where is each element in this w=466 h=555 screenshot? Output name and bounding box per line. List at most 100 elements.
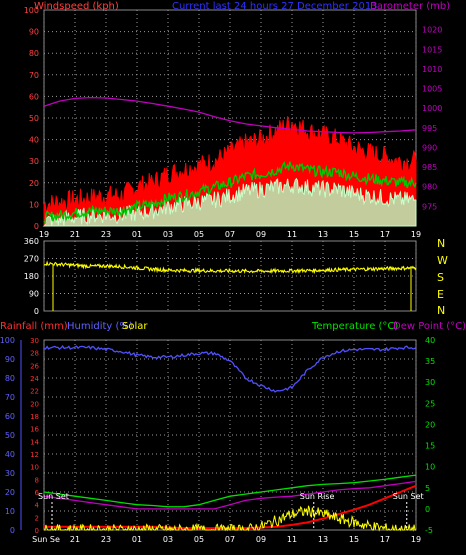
climate-x-tick-label: 01: [132, 535, 142, 544]
climate-x-tick-label: 23: [101, 535, 111, 544]
wind-y-tick-label: 30: [29, 157, 39, 166]
sun-annotation: Sun Rise: [300, 492, 335, 501]
climate-x-tick-label: 03: [163, 535, 173, 544]
climate-x-tick-label: 13: [318, 535, 328, 544]
barometer-y-tick-label: 1005: [422, 85, 442, 94]
barometer-y-tick-label: 980: [422, 183, 437, 192]
direction-y-tick-label: 90: [29, 290, 39, 299]
rain-y-tick-label: 2: [35, 514, 39, 522]
humidity-y-tick-label: 90: [5, 355, 15, 364]
direction-y-tick-label: 180: [24, 272, 39, 281]
rain-y-tick-label: 16: [30, 426, 39, 434]
humidity-y-tick-label: 60: [5, 412, 15, 421]
wind-y-tick-label: 100: [24, 6, 39, 15]
wind-x-tick-label: 19: [39, 230, 49, 239]
barometer-y-tick-label: 985: [422, 163, 437, 172]
temperature-y-tick-label: 30: [425, 378, 435, 387]
rain-y-tick-label: 18: [30, 413, 39, 421]
dewpoint-series: [43, 480, 417, 510]
climate-panel-axes: 0102030405060708090100024681012141618202…: [0, 336, 435, 544]
wind-x-tick-label: 07: [225, 230, 235, 239]
barometer-y-tick-label: 1015: [422, 45, 442, 54]
rain-y-tick-label: 8: [35, 476, 39, 484]
wind-x-tick-label: 21: [70, 230, 80, 239]
rain-y-tick-label: 14: [30, 438, 39, 446]
temperature-y-tick-label: 15: [425, 442, 435, 451]
wind-x-tick-label: 19: [411, 230, 421, 239]
barometer-y-tick-label: 1000: [422, 104, 442, 113]
humidity-y-tick-label: 40: [5, 450, 15, 459]
climate-x-tick-label: 11: [287, 535, 297, 544]
direction-y-tick-label: 270: [24, 255, 39, 264]
climate-x-tick-label: 07: [225, 535, 235, 544]
sun-annotation: Sun Set: [393, 492, 424, 501]
barometer-y-tick-label: 995: [422, 124, 437, 133]
temperature-y-tick-label: 5: [425, 484, 430, 493]
wind-y-tick-label: 40: [29, 136, 39, 145]
temperature-y-tick-label: -5: [425, 526, 433, 535]
rain-y-tick-label: 30: [30, 337, 39, 345]
compass-label: S: [437, 271, 444, 284]
rain-y-tick-label: 22: [30, 388, 39, 396]
wind-average-series: [43, 161, 417, 225]
temperature-y-tick-label: 10: [425, 463, 435, 472]
compass-label: W: [437, 254, 448, 267]
wind-y-tick-label: 0: [34, 222, 39, 231]
compass-label: N: [437, 304, 445, 317]
humidity-y-tick-label: 50: [5, 431, 15, 440]
humidity-y-tick-label: 30: [5, 469, 15, 478]
humidity-y-tick-label: 80: [5, 374, 15, 383]
wind-x-tick-label: 17: [380, 230, 390, 239]
humidity-axis-title: Humidity (%): [67, 321, 133, 332]
climate-x-tick-label: 19: [411, 535, 421, 544]
wind-x-tick-label: 11: [287, 230, 297, 239]
barometer-y-tick-label: 1010: [422, 65, 442, 74]
rain-y-tick-label: 6: [35, 489, 40, 497]
humidity-y-tick-label: 100: [0, 336, 15, 345]
barometer-y-tick-label: 975: [422, 202, 437, 211]
humidity-y-tick-label: 0: [10, 526, 15, 535]
wind-y-tick-label: 20: [29, 179, 39, 188]
wind-y-tick-label: 90: [29, 28, 39, 37]
humidity-y-tick-label: 10: [5, 507, 15, 516]
direction-y-tick-label: 0: [34, 307, 39, 316]
rain-y-tick-label: 28: [30, 350, 39, 358]
wind-x-tick-label: 09: [256, 230, 266, 239]
humidity-series: [43, 345, 417, 393]
sun-annotation: Sun Set: [38, 492, 69, 501]
chart-title: Current last 24 hours 27 December 2013: [172, 1, 378, 12]
wind-x-tick-label: 01: [132, 230, 142, 239]
climate-x-tick-label: 09: [256, 535, 266, 544]
temperature-y-tick-label: 25: [425, 399, 435, 408]
rain-y-tick-label: 4: [35, 502, 40, 510]
wind-x-tick-label: 03: [163, 230, 173, 239]
wind-y-tick-label: 60: [29, 92, 39, 101]
wind-panel-marks: [42, 96, 417, 227]
rain-y-tick-label: 10: [30, 464, 39, 472]
temperature-y-tick-label: 35: [425, 357, 435, 366]
barometer-y-tick-label: 990: [422, 143, 437, 152]
temperature-y-tick-label: 0: [425, 505, 430, 514]
climate-x-tick-label: 15: [349, 535, 359, 544]
wind-x-tick-label: 05: [194, 230, 204, 239]
climate-x-tick-label: 05: [194, 535, 204, 544]
rain-y-tick-label: 26: [30, 362, 39, 370]
direction-panel-grid: [43, 241, 417, 311]
direction-panel-marks: [44, 260, 417, 311]
temperature-axis-title: Temperature (°C): [311, 321, 398, 332]
climate-panel-grid: [43, 340, 417, 530]
temperature-series: [43, 474, 417, 508]
barometer-y-tick-label: 1020: [422, 26, 442, 35]
temperature-y-tick-label: 40: [425, 336, 435, 345]
windspeed-axis-title: Windspeed (kph): [34, 1, 119, 12]
climate-x-tick-label: 17: [380, 535, 390, 544]
humidity-y-tick-label: 70: [5, 393, 15, 402]
climate-x-tick-label: 21: [70, 535, 80, 544]
barometer-axis-title: Barometer (mb): [370, 1, 450, 12]
climate-panel-marks: [43, 345, 417, 532]
compass-label: E: [437, 288, 444, 301]
wind-y-tick-label: 70: [29, 71, 39, 80]
wind-y-tick-label: 10: [29, 200, 39, 209]
